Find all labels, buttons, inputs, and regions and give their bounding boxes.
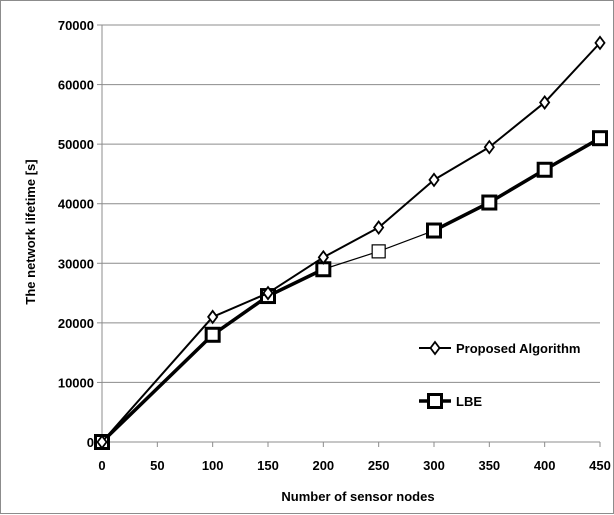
series-line-segment [432,200,492,233]
y-axis-title: The network lifetime [s] [23,159,38,304]
data-point-diamond [262,285,274,301]
series-line-segment [100,333,215,444]
legend-item: Proposed Algorithm [419,340,580,356]
y-tick-label: 10000 [58,375,94,390]
data-point-square [536,161,553,178]
data-point-square [371,244,386,259]
series-line-segment [211,292,269,318]
series [94,35,608,450]
x-tick-label: 250 [368,458,390,473]
x-tick-label: 0 [98,458,105,473]
data-point-square [481,194,498,211]
y-tick-label: 50000 [58,137,94,152]
x-tick-label: 100 [202,458,224,473]
data-point-diamond [428,172,440,188]
y-tick-label: 20000 [58,316,94,331]
legend-label: Proposed Algorithm [456,341,580,356]
axes [97,24,601,447]
series-line-segment [322,226,380,259]
series-line-segment [488,101,546,149]
y-tick-label: 40000 [58,197,94,212]
y-tick-label: 30000 [58,256,94,271]
grid-lines [102,24,600,383]
x-tick-label: 350 [478,458,500,473]
series-line-segment [543,41,601,104]
legend-marker-diamond [429,340,441,356]
legend: Proposed Algorithm LBE [419,340,580,409]
x-tick-label: 450 [589,458,611,473]
x-axis-title: Number of sensor nodes [281,489,434,504]
data-point-square [426,222,442,239]
data-point-diamond [207,309,219,325]
series-line-segment [542,136,602,172]
data-point-diamond [539,94,551,110]
series-proposed-algorithm [96,35,606,450]
series-line-segment [377,178,435,229]
x-tick-label: 50 [150,458,164,473]
data-point-diamond [594,35,606,51]
data-point-square [592,130,608,147]
series-line-segment [378,229,435,252]
data-point-diamond [373,220,385,236]
series-lbe [94,130,608,450]
data-point-diamond [317,249,329,265]
data-point-square [204,326,221,343]
y-tick-label: 0 [87,435,94,450]
legend-marker-square [427,393,443,409]
legend-label: LBE [456,394,482,409]
legend-item: LBE [419,393,482,409]
x-tick-label: 200 [312,458,334,473]
series-line-segment [322,250,380,270]
x-tick-label: 150 [257,458,279,473]
tick-labels: 0 10000 20000 30000 40000 50000 60000 70000 0 50 1… [58,18,611,473]
series-line-segment [267,256,325,295]
y-tick-label: 60000 [58,78,94,93]
series-line-segment [266,267,326,298]
x-tick-label: 400 [534,458,556,473]
data-point-diamond [96,434,108,450]
x-tick-label: 300 [423,458,445,473]
y-tick-label: 70000 [58,18,94,33]
series-line-segment [101,315,214,443]
series-line-segment [210,294,270,337]
data-point-diamond [483,139,495,155]
series-line-segment [487,168,547,205]
series-line-segment [433,146,491,181]
